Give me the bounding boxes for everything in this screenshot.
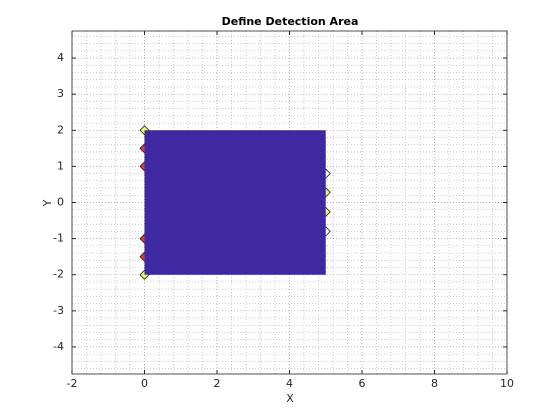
x-tick-label: 10 — [500, 377, 514, 390]
x-tick-label: 0 — [141, 377, 148, 390]
axes-box — [71, 30, 508, 375]
y-tick-label: 0 — [57, 196, 64, 209]
x-axis-label: X — [286, 392, 294, 405]
chart-title: Define Detection Area — [222, 15, 359, 28]
x-tick-label: 4 — [286, 377, 293, 390]
y-tick-label: -2 — [53, 268, 64, 281]
y-tick-label: -1 — [53, 232, 64, 245]
x-tick-label: 2 — [214, 377, 221, 390]
y-axis-label: Y — [41, 199, 54, 207]
x-tick-label: -2 — [67, 377, 78, 390]
x-tick-label: 6 — [359, 377, 366, 390]
y-tick-label: -4 — [53, 340, 64, 353]
y-tick-label: 2 — [57, 123, 64, 136]
x-tick-label: 8 — [431, 377, 438, 390]
detection-area — [144, 130, 326, 275]
y-tick-label: 4 — [57, 51, 64, 64]
y-tick-label: -3 — [53, 304, 64, 317]
y-tick-label: 1 — [57, 159, 64, 172]
y-tick-label: 3 — [57, 87, 64, 100]
